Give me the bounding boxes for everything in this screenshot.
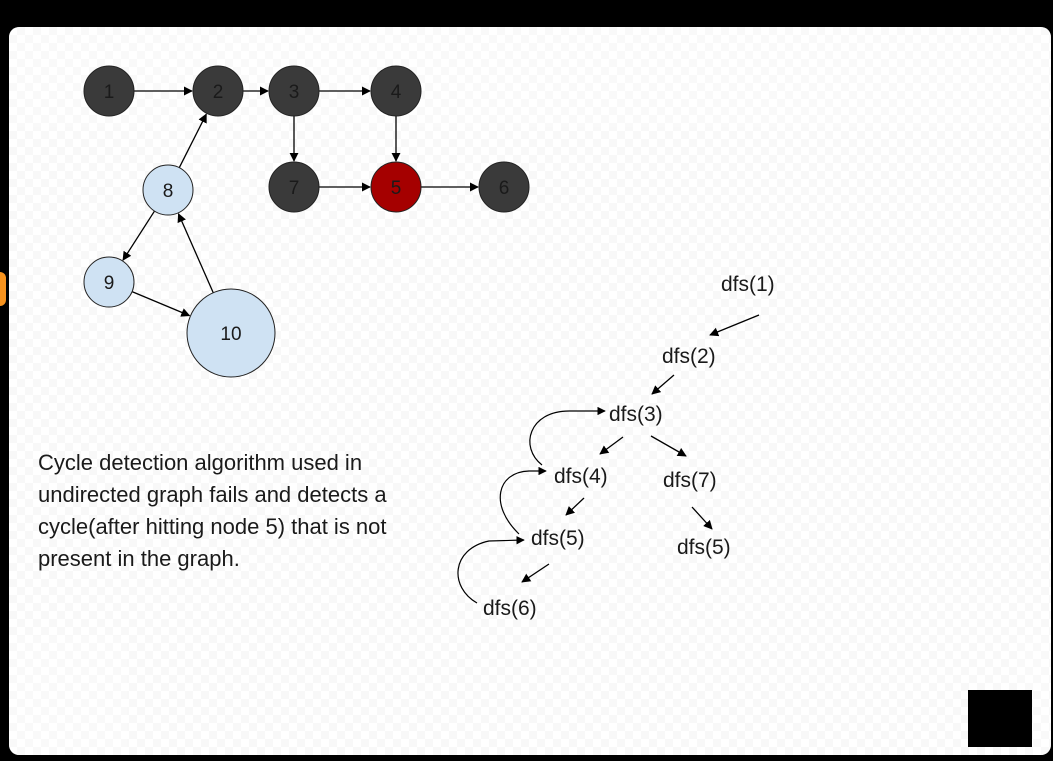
curve-dfs4-to-dfs3 bbox=[529, 406, 606, 466]
node-3-label: 3 bbox=[289, 82, 300, 103]
dfs-call-c3: dfs(3) bbox=[609, 403, 663, 426]
call-arrow-c1-to-c2 bbox=[709, 314, 760, 337]
node-2-circle bbox=[192, 65, 244, 117]
graph-nodes: 1 2 3 4 7 5 6 8 9 10 bbox=[83, 65, 530, 378]
node-1-circle bbox=[83, 65, 135, 117]
back-edge-curves bbox=[457, 406, 606, 604]
node-4-circle bbox=[370, 65, 422, 117]
node-1: 1 bbox=[83, 65, 135, 117]
call-arrow-c7-to-c5b bbox=[691, 506, 713, 530]
diagram-canvas: 1 2 3 4 7 5 6 8 9 10 dfs(1) dfs(2) dfs(3) dfs(4) dfs(… bbox=[9, 27, 1051, 755]
node-4: 4 bbox=[370, 65, 422, 117]
node-7-label: 7 bbox=[289, 178, 300, 199]
curve-dfs6-to-dfs5 bbox=[457, 536, 525, 604]
node-10-label: 10 bbox=[220, 324, 241, 345]
node-5-circle bbox=[370, 161, 422, 213]
dfs-call-c7: dfs(7) bbox=[663, 469, 717, 492]
node-5: 5 bbox=[370, 161, 422, 213]
node-8-circle bbox=[142, 164, 194, 216]
node-7-circle bbox=[268, 161, 320, 213]
call-arrow-c3-to-c7 bbox=[650, 435, 687, 457]
graph-edges bbox=[122, 86, 479, 317]
node-8-label: 8 bbox=[163, 181, 174, 202]
node-9: 9 bbox=[83, 256, 135, 308]
node-10: 10 bbox=[186, 288, 276, 378]
node-3-circle bbox=[268, 65, 320, 117]
edge-8-to-2 bbox=[178, 113, 207, 168]
edge-10-to-8 bbox=[177, 212, 214, 293]
node-6-circle bbox=[478, 161, 530, 213]
node-7: 7 bbox=[268, 161, 320, 213]
edge-8-to-9 bbox=[122, 210, 156, 261]
node-4-label: 4 bbox=[391, 82, 402, 103]
node-8: 8 bbox=[142, 164, 194, 216]
edge-9-to-10 bbox=[131, 291, 191, 317]
node-2-label: 2 bbox=[213, 82, 224, 103]
dfs-call-tree: dfs(1) dfs(2) dfs(3) dfs(4) dfs(7) dfs(5) dfs(… bbox=[483, 273, 775, 620]
node-1-label: 1 bbox=[104, 82, 115, 103]
call-arrow-c5a-to-c6 bbox=[521, 563, 550, 583]
call-arrow-c3-to-c4 bbox=[599, 436, 624, 455]
node-10-circle bbox=[186, 288, 276, 378]
node-3: 3 bbox=[268, 65, 320, 117]
node-2: 2 bbox=[192, 65, 244, 117]
dfs-call-c1: dfs(1) bbox=[721, 273, 775, 296]
orange-edge-marker bbox=[0, 272, 6, 306]
node-6: 6 bbox=[478, 161, 530, 213]
corner-block bbox=[968, 690, 1032, 747]
dfs-call-c5b: dfs(5) bbox=[677, 536, 731, 559]
dfs-call-c5a: dfs(5) bbox=[531, 527, 585, 550]
dfs-call-c6: dfs(6) bbox=[483, 597, 537, 620]
node-9-label: 9 bbox=[104, 273, 115, 294]
caption-text: Cycle detection algorithm used in undire… bbox=[38, 450, 387, 571]
call-arrow-c2-to-c3 bbox=[651, 374, 675, 395]
node-5-label: 5 bbox=[391, 178, 402, 199]
dfs-call-c4: dfs(4) bbox=[554, 465, 608, 488]
node-9-circle bbox=[83, 256, 135, 308]
node-6-label: 6 bbox=[499, 178, 510, 199]
curve-dfs5-to-dfs4 bbox=[499, 466, 547, 535]
call-arrow-c4-to-c5a bbox=[565, 497, 585, 516]
canvas-background bbox=[9, 27, 1051, 755]
dfs-call-c2: dfs(2) bbox=[662, 345, 716, 368]
